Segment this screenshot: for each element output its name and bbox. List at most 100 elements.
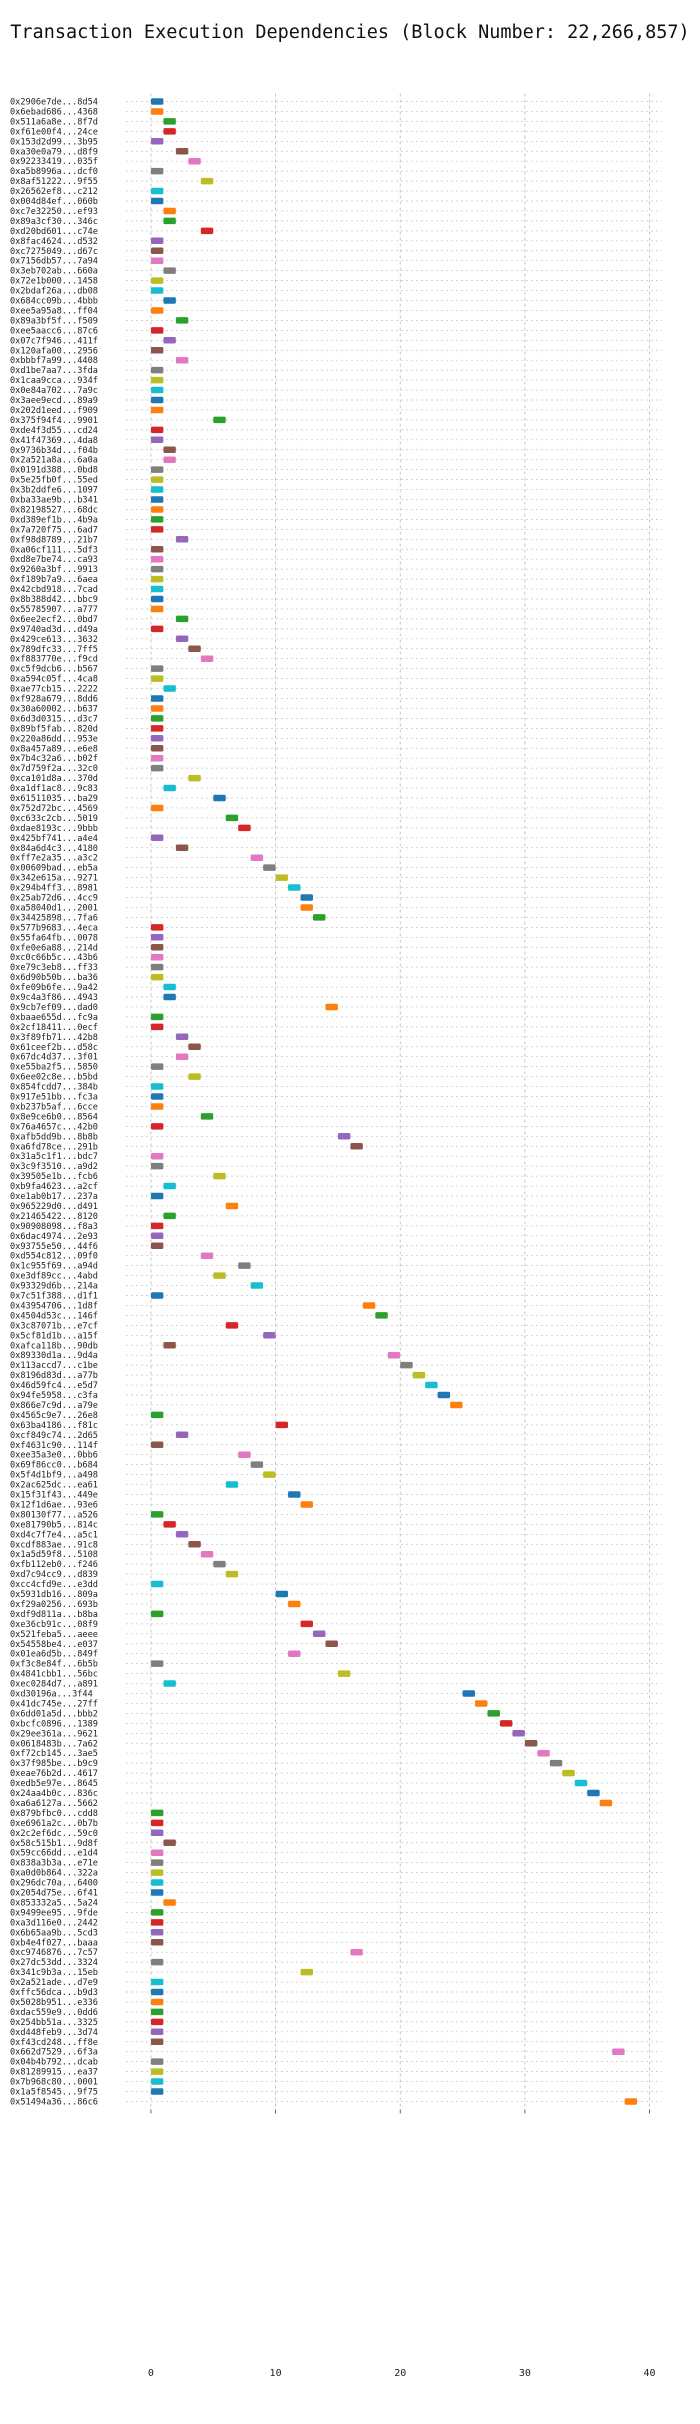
y-tick-label: 0x8a457a89...e6e8 — [10, 744, 98, 754]
y-tick-label: 0x521feba5...aeee — [10, 1630, 98, 1640]
bars — [150, 98, 638, 2105]
transaction-bar — [275, 1590, 289, 1598]
transaction-bar — [150, 963, 164, 971]
transaction-bar — [150, 764, 164, 772]
y-tick-label: 0xfe0e6a88...214d — [10, 943, 98, 953]
y-tick-label: 0x29ee361a...9621 — [10, 1729, 98, 1739]
y-tick-label: 0x1caa9cca...934f — [10, 376, 98, 386]
y-tick-label: 0x30a60002...b637 — [10, 704, 98, 714]
x-tick-label: 30 — [519, 2368, 531, 2379]
y-tick-label: 0xcc4cfd9e...e3dd — [10, 1580, 98, 1590]
y-tick-label: 0x9cb7ef09...dad0 — [10, 1003, 98, 1013]
transaction-bar — [150, 1889, 164, 1896]
transaction-bar — [150, 197, 164, 205]
y-tick-label: 0xee5a95a8...ff04 — [10, 306, 98, 316]
y-tick-label: 0xd448feb9...3d74 — [10, 2028, 98, 2038]
y-tick-label: 0x00609bad...eb5a — [10, 864, 98, 874]
transaction-bar — [150, 1610, 164, 1618]
y-tick-label: 0x51494a36...86c6 — [10, 2097, 98, 2107]
y-tick-label: 0x24aa4b0c...836c — [10, 1789, 98, 1799]
transaction-bar — [150, 575, 164, 583]
y-tick-label: 0x41f47369...4da8 — [10, 436, 98, 446]
transaction-bar — [188, 157, 201, 165]
y-tick-label: 0xeae76b2d...4617 — [10, 1769, 98, 1779]
transaction-bar — [150, 754, 164, 762]
y-tick-label: 0x89bf5fab...820d — [10, 724, 98, 734]
y-tick-label: 0xf43cd248...ff8e — [10, 2038, 98, 2048]
transaction-bar — [150, 1849, 164, 1856]
y-tick-label: 0xc7275049...d67c — [10, 247, 98, 257]
y-tick-label: 0x81289915...ea37 — [10, 2068, 98, 2078]
transaction-bar — [175, 1053, 189, 1060]
transaction-bar — [150, 1162, 164, 1170]
transaction-bar — [300, 1620, 313, 1628]
y-tick-label: 0xc0c66b5c...43b6 — [10, 953, 98, 963]
y-tick-label: 0x294b4ff3...8981 — [10, 884, 98, 894]
transaction-bar — [150, 1013, 164, 1021]
transaction-bar — [175, 635, 189, 643]
transaction-bar — [150, 1869, 164, 1876]
transaction-bar — [150, 307, 164, 314]
y-tick-label: 0xa5b8996a...dcf0 — [10, 167, 98, 177]
transaction-bar — [549, 1759, 563, 1767]
transaction-bar — [213, 794, 226, 802]
y-tick-label: 0x3c9f3510...a9d2 — [10, 1162, 98, 1172]
transaction-bar — [288, 1650, 301, 1657]
transaction-bar — [150, 944, 164, 951]
transaction-bar — [150, 1242, 164, 1249]
transaction-bar — [188, 645, 201, 652]
y-tick-label: 0x25ab72d6...4cc9 — [10, 894, 98, 904]
y-tick-label: 0x82198527...68dc — [10, 505, 98, 515]
transaction-bar — [150, 2038, 164, 2045]
y-tick-label: 0x2a521a8a...6a0a — [10, 456, 98, 466]
y-tick-label: 0x3f89fb71...42b8 — [10, 1033, 98, 1043]
y-tick-label: 0x2906e7de...8d54 — [10, 98, 98, 108]
y-tick-label: 0x8196d83d...a77b — [10, 1371, 98, 1381]
transaction-bar — [562, 1769, 575, 1777]
transaction-bar — [300, 1501, 313, 1508]
y-tick-label: 0x89a3bf5f...f509 — [10, 316, 98, 326]
y-tick-label: 0x55fa64fb...0078 — [10, 933, 98, 943]
transaction-bar — [150, 506, 164, 513]
transaction-bar — [188, 1541, 201, 1548]
y-tick-label: 0x5f4d1bf9...a498 — [10, 1471, 98, 1481]
y-tick-label: 0xe79c3eb8...ff33 — [10, 963, 98, 973]
y-tick-label: 0x5028b951...e336 — [10, 1998, 98, 2008]
transaction-bar — [574, 1779, 588, 1787]
y-tick-label: 0xba33ae9b...b341 — [10, 496, 98, 506]
transaction-bar — [150, 2008, 164, 2016]
transaction-bar — [288, 884, 301, 891]
transaction-bar — [350, 1143, 363, 1150]
transaction-bar — [150, 237, 164, 245]
y-tick-label: 0x4565c9e7...26e8 — [10, 1411, 98, 1421]
y-tick-label: 0xe1ab0b17...237a — [10, 1192, 98, 1202]
y-tick-label: 0x9740ad3d...d49a — [10, 625, 98, 635]
transaction-bar — [150, 1819, 164, 1827]
transaction-bar — [150, 98, 164, 105]
transaction-bar — [387, 1351, 401, 1359]
transaction-bar — [425, 1381, 438, 1389]
transaction-bar — [188, 1043, 201, 1050]
transaction-bar — [188, 774, 201, 782]
y-tick-label: 0x153d2d99...3b95 — [10, 137, 98, 147]
y-tick-label: 0x113accd7...c1be — [10, 1361, 98, 1371]
y-tick-label: 0xca101d8a...370d — [10, 774, 98, 784]
transaction-bar — [225, 1202, 239, 1210]
y-tick-label: 0xa0d0b864...322a — [10, 1869, 98, 1879]
transaction-bar — [150, 496, 164, 503]
transaction-bar — [200, 1550, 214, 1558]
transaction-bar — [188, 1073, 201, 1080]
y-tick-label: 0x5e25fb0f...55ed — [10, 476, 98, 486]
y-tick-label: 0x93755e50...44f6 — [10, 1242, 98, 1252]
transaction-bar — [163, 446, 176, 453]
y-tick-label: 0x6ee2ecf2...0bd7 — [10, 615, 98, 625]
transaction-bar — [200, 1252, 214, 1259]
transaction-bar — [200, 177, 214, 185]
transaction-bar — [150, 695, 164, 702]
y-tick-label: 0xf883770e...f9cd — [10, 655, 98, 665]
transaction-bar — [150, 1660, 164, 1667]
y-tick-label: 0x1a5d59f8...5108 — [10, 1550, 98, 1560]
y-tick-label: 0x3b2ddfe6...1097 — [10, 486, 98, 496]
transaction-bar — [150, 715, 164, 722]
y-tick-label: 0xb4e4f027...baaa — [10, 1938, 98, 1948]
